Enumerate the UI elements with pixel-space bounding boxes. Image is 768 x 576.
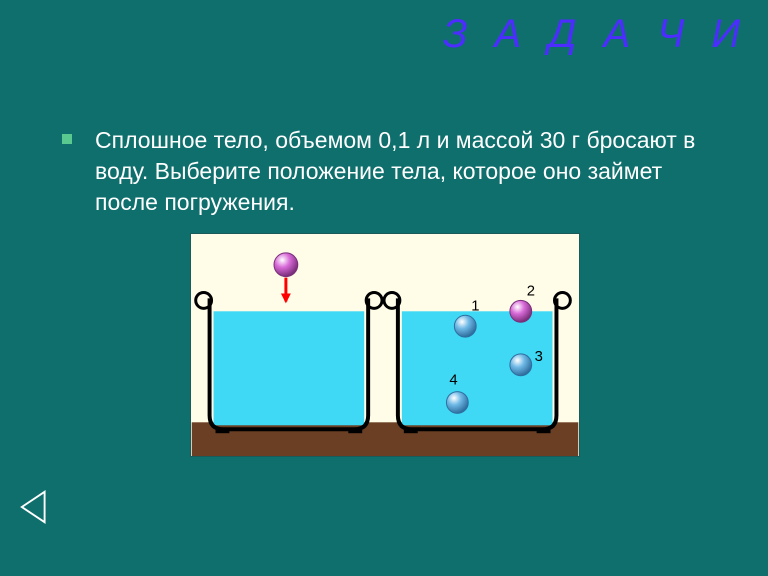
- problem-text: Сплошное тело, объемом 0,1 л и массой 30…: [95, 125, 715, 218]
- svg-text:4: 4: [449, 373, 457, 389]
- back-button[interactable]: [18, 488, 56, 526]
- beaker-diagram: 1 2 3 4: [190, 233, 580, 457]
- svg-text:2: 2: [527, 283, 535, 299]
- svg-text:1: 1: [471, 298, 479, 314]
- slide-title: З А Д А Ч И: [443, 12, 748, 57]
- slide: З А Д А Ч И Сплошное тело, объемом 0,1 л…: [0, 0, 768, 576]
- bullet-marker: [62, 134, 72, 144]
- svg-text:3: 3: [535, 349, 543, 365]
